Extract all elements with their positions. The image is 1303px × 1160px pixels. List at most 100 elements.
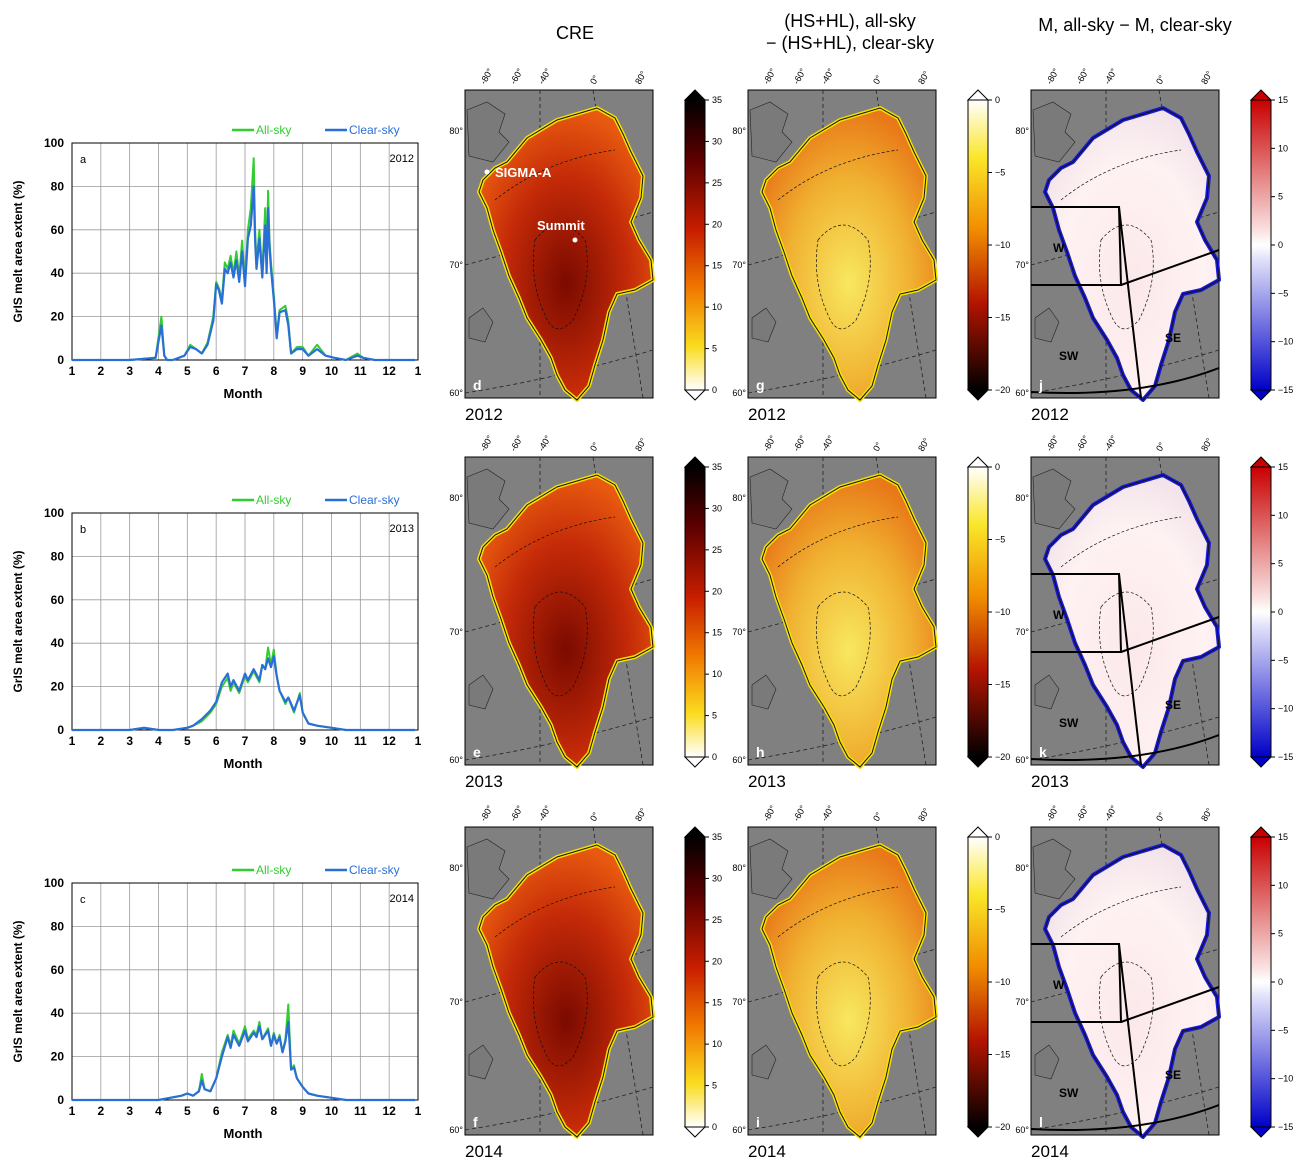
colorbar-tick-label: −20 <box>995 1122 1010 1132</box>
legend-label: All-sky <box>256 863 291 877</box>
coastline-labrador <box>751 1044 777 1080</box>
colorbar-tick-label: 5 <box>1278 929 1283 939</box>
x-tick-label: 8 <box>270 734 277 748</box>
x-tick-label: 1 <box>415 364 422 378</box>
lat-label-80: 80° <box>449 863 463 873</box>
x-tick-label: 10 <box>325 364 339 378</box>
region-label-w: W <box>1053 241 1065 255</box>
colorbar-tick-label: −5 <box>1278 288 1288 298</box>
lon-label: 80° <box>916 436 932 453</box>
region-label-w: W <box>1053 608 1065 622</box>
summit-label: Summit <box>537 218 585 233</box>
region-boundary-sw <box>1118 206 1142 399</box>
y-tick-label: 80 <box>51 549 65 563</box>
region-label-sw: SW <box>1059 349 1079 363</box>
x-tick-label: 1 <box>69 1104 76 1118</box>
x-tick-label: 1 <box>415 734 422 748</box>
lat-label-70: 70° <box>449 997 463 1007</box>
elevation-contour <box>494 149 616 201</box>
lat-label-80: 80° <box>449 126 463 136</box>
region-boundary-w <box>1031 943 1123 1023</box>
y-tick-label: 100 <box>44 876 64 890</box>
lon-label: 0° <box>871 810 884 823</box>
colorbar-tick-label: −20 <box>995 752 1010 762</box>
colorbar-tick-label: 0 <box>995 832 1000 842</box>
x-tick-label: 12 <box>382 734 396 748</box>
x-tick-label: 7 <box>242 734 249 748</box>
colorbar-gradient <box>967 99 989 391</box>
x-tick-label: 5 <box>184 1104 191 1118</box>
map-year-label: 2013 <box>748 772 786 791</box>
colorbar-tick-label: −10 <box>1278 337 1293 347</box>
lat-label-60: 60° <box>1015 755 1029 765</box>
lon-label: -60° <box>1074 433 1091 453</box>
colorbar-melt: 15 10 5 0 −5 −10 −15 <box>1249 826 1293 1138</box>
colorbar-bottom-arrow <box>1249 1126 1273 1138</box>
graticule-70 <box>1030 948 1220 1003</box>
lon-label: -60° <box>508 803 525 823</box>
x-tick-label: 2 <box>97 364 104 378</box>
graticule-60 <box>1030 716 1220 761</box>
panel-letter: h <box>756 744 765 760</box>
y-tick-label: 40 <box>51 636 65 650</box>
map-year-label: 2014 <box>748 1142 786 1160</box>
colorbar-top-arrow <box>1249 89 1273 101</box>
colorbar-top-arrow <box>966 826 990 838</box>
colorbar-tick-label: −5 <box>995 905 1005 915</box>
lat-label-80: 80° <box>732 863 746 873</box>
x-tick-label: 10 <box>325 1104 339 1118</box>
lon-label: -60° <box>791 433 808 453</box>
region-label-se: SE <box>1165 1068 1181 1082</box>
colorbar-bottom-arrow <box>966 756 990 768</box>
panel-letter: d <box>473 377 482 393</box>
map-panel-g: g 80° 70° 60° -80° -60° -40° 0° 80° 2012 0 −5 −10 −15… <box>732 66 1010 424</box>
lat-label-70: 70° <box>1015 997 1029 1007</box>
colorbar-hshl: 0 −5 −10 −15 −20 <box>966 456 1010 768</box>
colorbar-top-arrow <box>683 456 707 468</box>
colorbar-bottom-arrow <box>966 389 990 401</box>
colorbar-tick-label: −15 <box>1278 752 1293 762</box>
greenland-shape <box>477 843 655 1139</box>
x-tick-label: 12 <box>382 364 396 378</box>
x-tick-label: 10 <box>325 734 339 748</box>
coastline-canada <box>466 838 510 900</box>
region-label-se: SE <box>1165 698 1181 712</box>
colorbar-tick-label: 20 <box>712 219 722 229</box>
graticule-60 <box>1030 1086 1220 1131</box>
panel-year: 2014 <box>390 893 414 905</box>
lat-label-80: 80° <box>1015 493 1029 503</box>
elevation-contour <box>1099 961 1154 1067</box>
region-label-w: W <box>1053 978 1065 992</box>
lat-label-60: 60° <box>449 388 463 398</box>
lat-label-70: 70° <box>732 627 746 637</box>
colorbar-tick-label: 15 <box>712 628 722 638</box>
region-boundary-south <box>1030 1104 1220 1131</box>
colorbar-tick-label: −15 <box>1278 385 1293 395</box>
graticule-60 <box>464 349 654 394</box>
region-boundary-w <box>1031 573 1123 653</box>
colorbar-tick-label: 10 <box>1278 143 1288 153</box>
y-axis-label: GrIS melt area extent (%) <box>11 180 25 322</box>
lon-label: -80° <box>1044 433 1061 453</box>
lon-label: 80° <box>633 69 649 86</box>
greenland-shape: SIGMA-A Summit <box>477 106 655 402</box>
colorbar-tick-label: −10 <box>1278 1074 1293 1084</box>
elevation-contour <box>777 149 899 201</box>
graticule-60 <box>747 716 937 761</box>
colorbar-hshl: 0 −5 −10 −15 −20 <box>966 826 1010 1138</box>
plot-frame <box>71 142 419 361</box>
elevation-contour <box>777 516 899 568</box>
colorbar-gradient <box>1250 466 1272 758</box>
coastline-labrador <box>1034 1044 1060 1080</box>
region-label-se: SE <box>1165 331 1181 345</box>
x-tick-label: 7 <box>242 364 249 378</box>
colorbar-tick-label: 10 <box>1278 510 1288 520</box>
colorbar-hshl: 0 −5 −10 −15 −20 <box>966 89 1010 401</box>
x-axis-label: Month <box>224 756 263 771</box>
coastline-labrador <box>1034 307 1060 343</box>
coastline-labrador <box>751 307 777 343</box>
header-hshl-line2: − (HS+HL), clear-sky <box>765 33 935 53</box>
y-tick-label: 60 <box>51 593 65 607</box>
map-panel-f: f 80° 70° 60° -80° -60° -40° 0° 80° 2014 35 30 25 20 1… <box>449 803 722 1160</box>
